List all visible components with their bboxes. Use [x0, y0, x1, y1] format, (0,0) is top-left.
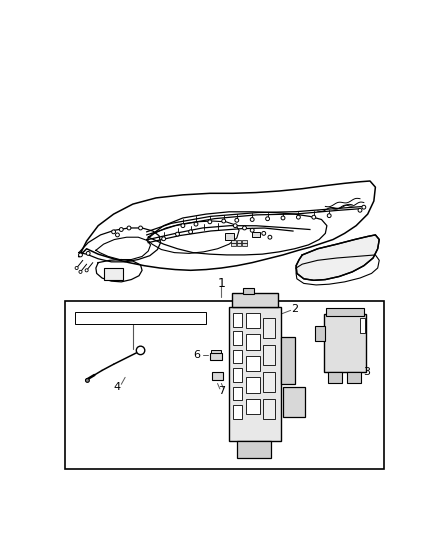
Bar	[314, 326, 325, 341]
Bar	[233, 331, 242, 345]
Bar	[242, 239, 247, 243]
Bar	[75, 312, 206, 324]
Bar	[263, 372, 276, 392]
Circle shape	[86, 252, 90, 255]
Text: 2: 2	[291, 304, 298, 314]
Circle shape	[75, 266, 78, 270]
Circle shape	[194, 222, 198, 226]
Bar	[246, 399, 260, 414]
Bar	[233, 368, 242, 382]
Circle shape	[312, 215, 316, 219]
Text: 7: 7	[218, 386, 225, 396]
Bar	[252, 232, 260, 237]
Circle shape	[138, 226, 142, 230]
Circle shape	[262, 231, 266, 235]
Bar	[233, 386, 242, 400]
Circle shape	[243, 226, 247, 230]
Circle shape	[208, 220, 212, 224]
Circle shape	[222, 219, 226, 223]
Circle shape	[358, 208, 362, 212]
Circle shape	[250, 217, 254, 221]
Bar	[243, 288, 254, 294]
Text: 3: 3	[364, 367, 371, 377]
Bar	[212, 372, 223, 379]
Bar	[231, 244, 236, 246]
Circle shape	[85, 378, 89, 382]
Circle shape	[189, 230, 193, 234]
Bar	[324, 314, 366, 372]
Bar	[246, 356, 260, 371]
Bar	[232, 293, 279, 306]
Bar	[229, 306, 282, 441]
Bar	[225, 233, 234, 239]
Bar	[263, 318, 276, 338]
Circle shape	[327, 214, 331, 217]
Circle shape	[268, 235, 272, 239]
Text: (CIGAR  LIGHTER  LAMP): (CIGAR LIGHTER LAMP)	[76, 314, 202, 324]
Bar	[282, 337, 295, 384]
Circle shape	[136, 346, 145, 354]
Circle shape	[78, 253, 82, 257]
Circle shape	[362, 205, 366, 209]
Bar	[212, 350, 221, 353]
Circle shape	[297, 215, 300, 219]
Bar	[233, 405, 242, 419]
Circle shape	[79, 270, 82, 273]
Bar	[360, 318, 364, 334]
Bar	[65, 301, 384, 469]
Bar	[233, 350, 242, 364]
Circle shape	[162, 237, 166, 241]
Circle shape	[120, 228, 123, 231]
Bar	[263, 399, 276, 419]
Bar	[283, 387, 304, 417]
Bar	[237, 244, 241, 246]
Bar	[242, 244, 247, 246]
Bar	[233, 313, 242, 327]
Polygon shape	[296, 235, 379, 280]
Bar	[237, 239, 241, 243]
Text: 6: 6	[194, 350, 201, 360]
Bar	[231, 239, 236, 243]
Text: 1: 1	[217, 277, 225, 290]
Bar	[246, 334, 260, 350]
Bar	[237, 441, 272, 458]
Circle shape	[281, 216, 285, 220]
Circle shape	[112, 230, 116, 234]
Circle shape	[235, 219, 239, 222]
Bar	[210, 353, 222, 360]
Bar	[263, 345, 276, 365]
Text: 4: 4	[114, 382, 121, 392]
Circle shape	[181, 224, 185, 228]
Bar	[328, 372, 342, 383]
Circle shape	[116, 233, 120, 237]
Circle shape	[266, 217, 269, 221]
Bar	[103, 268, 123, 280]
Bar	[347, 372, 361, 383]
Bar	[246, 313, 260, 328]
Text: 8: 8	[298, 392, 306, 401]
Circle shape	[127, 226, 131, 230]
Bar	[326, 308, 364, 316]
Circle shape	[233, 224, 237, 228]
Bar	[246, 377, 260, 393]
Circle shape	[85, 269, 88, 272]
Circle shape	[176, 232, 180, 236]
Circle shape	[250, 228, 254, 232]
